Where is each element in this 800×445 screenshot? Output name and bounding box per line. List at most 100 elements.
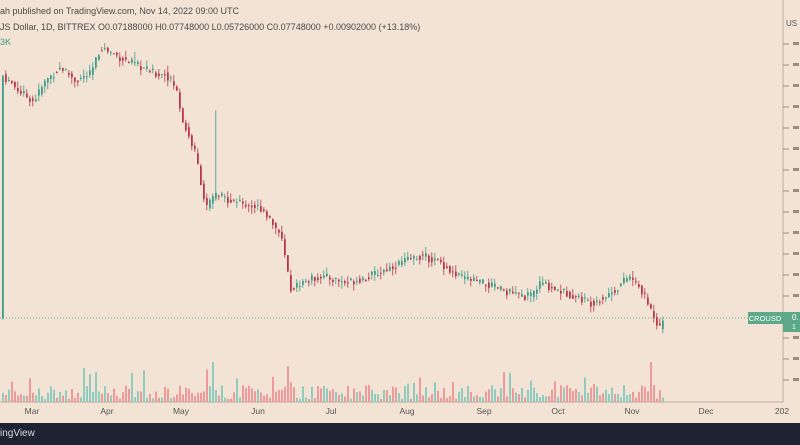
candle-body	[536, 289, 538, 294]
candle-body	[17, 88, 19, 92]
candle-body	[155, 72, 157, 77]
volume-bar	[338, 394, 340, 402]
candle-body	[164, 74, 166, 76]
candle-body	[656, 317, 658, 326]
symbol-tag-text: CROUSD	[749, 314, 782, 323]
volume-bar	[524, 397, 526, 402]
candle-body	[266, 211, 268, 218]
volume-bar	[113, 388, 115, 402]
tradingview-brand[interactable]: ingView	[0, 428, 35, 439]
candle-body	[380, 272, 382, 274]
volume-bar	[68, 398, 70, 402]
candle-body	[140, 66, 142, 71]
y-tick-label-cropped	[793, 84, 799, 87]
volume-bar	[26, 395, 28, 402]
volume-bar	[194, 395, 196, 402]
x-tick-label: 202	[775, 406, 789, 416]
volume-bar	[212, 362, 214, 402]
volume-bar	[179, 385, 181, 402]
volume-bar	[2, 392, 4, 402]
candle-body	[572, 295, 574, 299]
candle-body	[329, 277, 331, 280]
volume-bar	[611, 387, 613, 402]
candle-body	[662, 320, 664, 330]
candle-body	[650, 304, 652, 309]
volume-bar	[155, 391, 157, 402]
volume-bar	[548, 396, 550, 402]
candle-body	[500, 286, 502, 290]
volume-bar	[662, 397, 664, 402]
volume-bar	[56, 397, 58, 402]
volume-bar	[47, 392, 49, 402]
candle-body	[386, 269, 388, 272]
candle-body	[644, 292, 646, 294]
candle-body	[464, 276, 466, 280]
y-tick-label-cropped	[793, 336, 799, 339]
volume-bar	[515, 392, 517, 402]
candle-body	[422, 254, 424, 256]
volume-bar	[176, 394, 178, 402]
candle-body	[62, 68, 64, 71]
volume-bar	[542, 395, 544, 402]
volume-bar	[29, 378, 31, 402]
candle-body	[29, 98, 31, 102]
candle-body	[236, 202, 238, 204]
volume-bar	[395, 387, 397, 402]
candle-body	[554, 286, 556, 291]
candle-body	[104, 47, 106, 49]
candle-body	[98, 55, 100, 60]
candle-body	[584, 297, 586, 299]
y-tick-label-cropped	[793, 252, 799, 255]
volume-bar	[452, 382, 454, 402]
candle-body	[377, 275, 379, 277]
y-tick-label-cropped	[793, 294, 799, 297]
volume-bar	[77, 392, 79, 402]
candle-body	[407, 256, 409, 260]
volume-bar	[620, 397, 622, 402]
volume-bar	[173, 396, 175, 402]
volume-bar	[341, 393, 343, 402]
volume-bar	[95, 372, 97, 402]
volume-bar	[497, 396, 499, 402]
candle-body	[239, 199, 241, 202]
y-tick-label-cropped	[793, 273, 799, 276]
candle-body	[518, 292, 520, 294]
candle-body	[659, 323, 661, 326]
volume-bar	[572, 390, 574, 402]
candle-body	[221, 193, 223, 196]
volume-bar	[656, 398, 658, 402]
x-axis-labels: Mar Apr May Jun Jul Aug Sep Oct Nov Dec 202	[25, 406, 790, 416]
volume-bar	[35, 395, 37, 402]
candle-body	[197, 153, 199, 164]
volume-bar	[74, 397, 76, 402]
candle-body	[89, 70, 91, 76]
candle-body	[185, 122, 187, 131]
volume-bar	[575, 389, 577, 402]
volume-bar	[245, 387, 247, 402]
candle-body	[341, 281, 343, 283]
volume-bar	[608, 394, 610, 402]
volume-bar	[629, 394, 631, 402]
volume-bar	[371, 389, 373, 402]
volume-bar	[275, 391, 277, 402]
volume-bar	[80, 397, 82, 402]
price-tag-sub: 1	[792, 324, 796, 331]
candle-body	[374, 271, 376, 275]
candle-body	[128, 62, 130, 64]
volume-bar	[500, 388, 502, 402]
candle-body	[476, 279, 478, 281]
candle-body	[5, 74, 7, 82]
volume-bar	[116, 395, 118, 402]
volume-bar	[365, 385, 367, 402]
volume-bar	[137, 391, 139, 402]
volume-bar	[269, 397, 271, 402]
candle-body	[305, 280, 307, 282]
candle-body	[617, 290, 619, 292]
volume-bar	[359, 391, 361, 402]
volume-bar	[308, 398, 310, 402]
volume-bar	[512, 388, 514, 402]
volume-bar	[122, 392, 124, 402]
volume-bar	[200, 392, 202, 402]
candle-body	[596, 300, 598, 303]
volume-bar	[617, 394, 619, 402]
